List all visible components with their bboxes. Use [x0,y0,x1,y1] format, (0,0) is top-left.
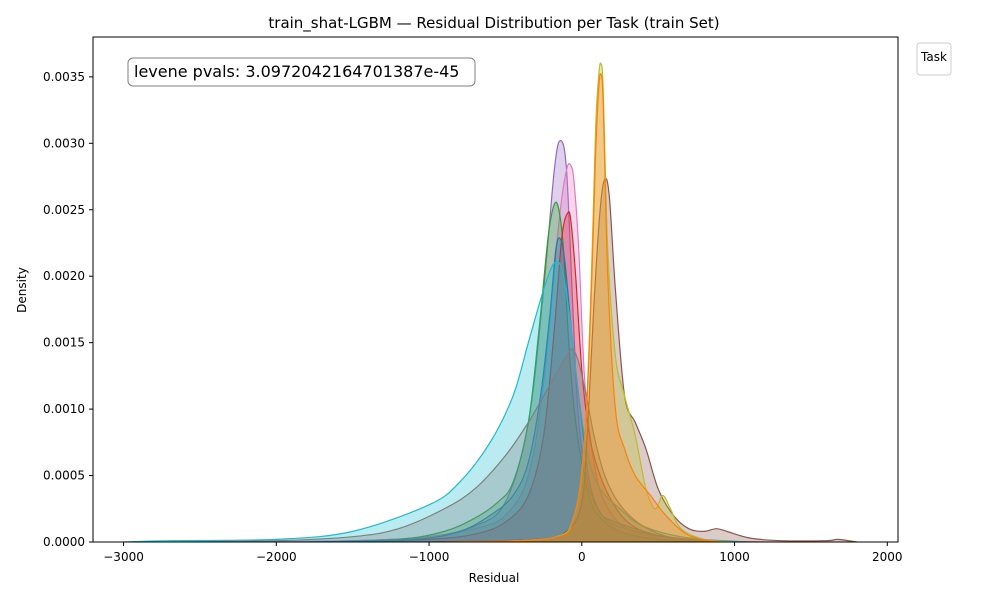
annotation-box: levene pvals: 3.0972042164701387e-45 [127,57,476,87]
x-tick-label: −3000 [103,550,144,564]
legend-title: Task [920,50,947,64]
y-axis-label: Density [15,267,29,313]
density-area-7 [169,349,720,542]
x-tick-label: −2000 [256,550,297,564]
plot-frame [92,36,899,543]
y-axis: 0.0000 0.0005 0.0010 0.0015 0.0020 0.0025 0.00… [43,70,93,549]
chart-title: train_shat-LGBM — Residual Distribution … [268,14,719,33]
density-area-9 [459,63,735,542]
density-area-4 [337,211,735,542]
density-area-8 [429,178,857,542]
density-line-8 [429,177,857,542]
y-tick-label: 0.0005 [43,469,85,483]
x-tick-label: 0 [578,550,586,564]
x-tick-label: 2000 [872,550,903,564]
x-axis-label: Residual [469,571,520,585]
density-line-4 [337,211,735,542]
x-axis: −3000 −2000 −1000 0 1000 2000 [103,542,903,564]
density-line-2 [215,162,735,542]
y-tick-label: 0.0020 [43,269,85,283]
x-tick-label: −1000 [409,550,450,564]
x-tick-label: 1000 [719,550,750,564]
y-tick-label: 0.0025 [43,203,85,217]
levene-annotation: levene pvals: 3.0972042164701387e-45 [134,62,459,81]
density-line-3 [306,201,735,542]
y-tick-label: 0.0030 [43,136,85,150]
y-tick-label: 0.0010 [43,402,85,416]
y-tick-label: 0.0035 [43,70,85,84]
density-line-6 [123,260,750,542]
series-layer [123,62,857,542]
legend-box [916,42,952,76]
y-tick-label: 0.0015 [43,336,85,350]
y-tick-label: 0.0000 [43,535,85,549]
legend: Task [916,42,952,76]
density-line-7 [169,348,720,542]
density-area-3 [306,202,735,542]
density-line-10 [444,73,720,542]
density-line-5 [306,237,735,542]
